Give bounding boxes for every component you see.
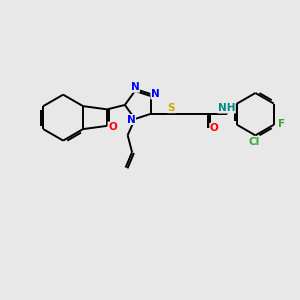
Text: F: F [278, 118, 285, 129]
Text: NH: NH [218, 103, 235, 113]
Text: N: N [127, 115, 136, 124]
Text: O: O [210, 123, 219, 133]
Text: N: N [151, 89, 160, 99]
Text: O: O [108, 122, 117, 132]
Text: Cl: Cl [248, 137, 260, 147]
Text: N: N [130, 82, 140, 92]
Text: S: S [168, 103, 175, 113]
